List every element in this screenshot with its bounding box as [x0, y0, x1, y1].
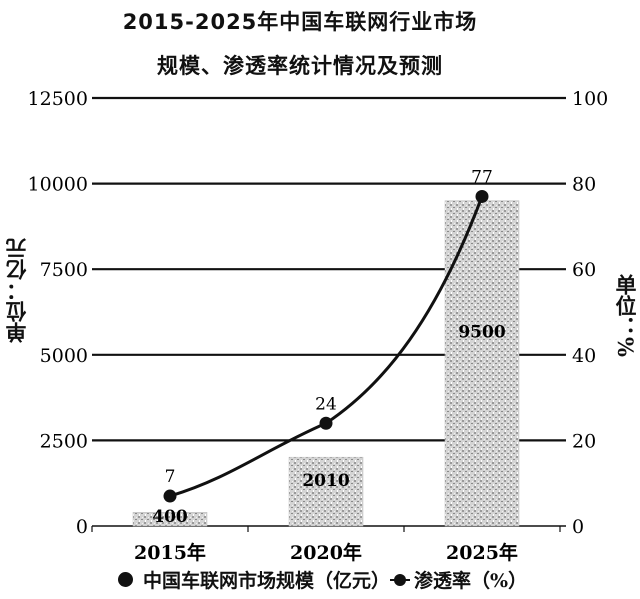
y-tick-label-right: 80 [572, 174, 596, 196]
y-tick-label-left: 2500 [40, 430, 88, 452]
x-tick-label: 2025年 [446, 541, 518, 564]
legend-line-label: 渗透率（%） [414, 570, 528, 592]
line-point [475, 189, 489, 203]
y-axis-right-label: 单位：% [613, 274, 638, 357]
y-tick-label-left: 10000 [28, 174, 88, 196]
legend-bar-marker [118, 572, 133, 587]
y-tick-label-left: 5000 [40, 345, 88, 367]
y-tick-label-left: 7500 [40, 259, 88, 281]
line-value-label: 24 [315, 394, 337, 414]
chart-title: 2015-2025年中国车联网行业市场 [122, 10, 478, 34]
y-tick-label-right: 100 [572, 88, 608, 110]
bar-value-label: 2010 [302, 471, 349, 491]
bar [288, 456, 364, 527]
line-value-label: 77 [471, 167, 493, 187]
line-point [163, 489, 177, 503]
y-tick-label-right: 20 [572, 430, 596, 452]
bar [444, 200, 520, 527]
y-tick-label-left: 12500 [28, 88, 88, 110]
legend-bar-label: 中国车联网市场规模（亿元） [143, 570, 391, 592]
legend-line-marker [390, 573, 411, 587]
bar-value-label: 400 [152, 507, 188, 527]
x-tick-label: 2015年 [134, 541, 206, 564]
bar [132, 512, 208, 527]
bar-value-label: 9500 [458, 322, 505, 342]
y-tick-label-right: 0 [572, 516, 584, 538]
y-tick-label-left: 0 [76, 516, 88, 538]
y-tick-label-right: 60 [572, 259, 596, 281]
y-axis-left-label: 单位：亿元 [4, 238, 29, 343]
x-tick-label: 2020年 [290, 541, 362, 564]
series-line [169, 195, 484, 498]
chart-subtitle: 规模、渗透率统计情况及预测 [157, 54, 443, 78]
legend: 中国车联网市场规模（亿元） 渗透率（%） [118, 566, 527, 593]
line-value-label: 7 [165, 467, 176, 487]
y-tick-label-right: 40 [572, 345, 596, 367]
line-point [319, 416, 333, 430]
